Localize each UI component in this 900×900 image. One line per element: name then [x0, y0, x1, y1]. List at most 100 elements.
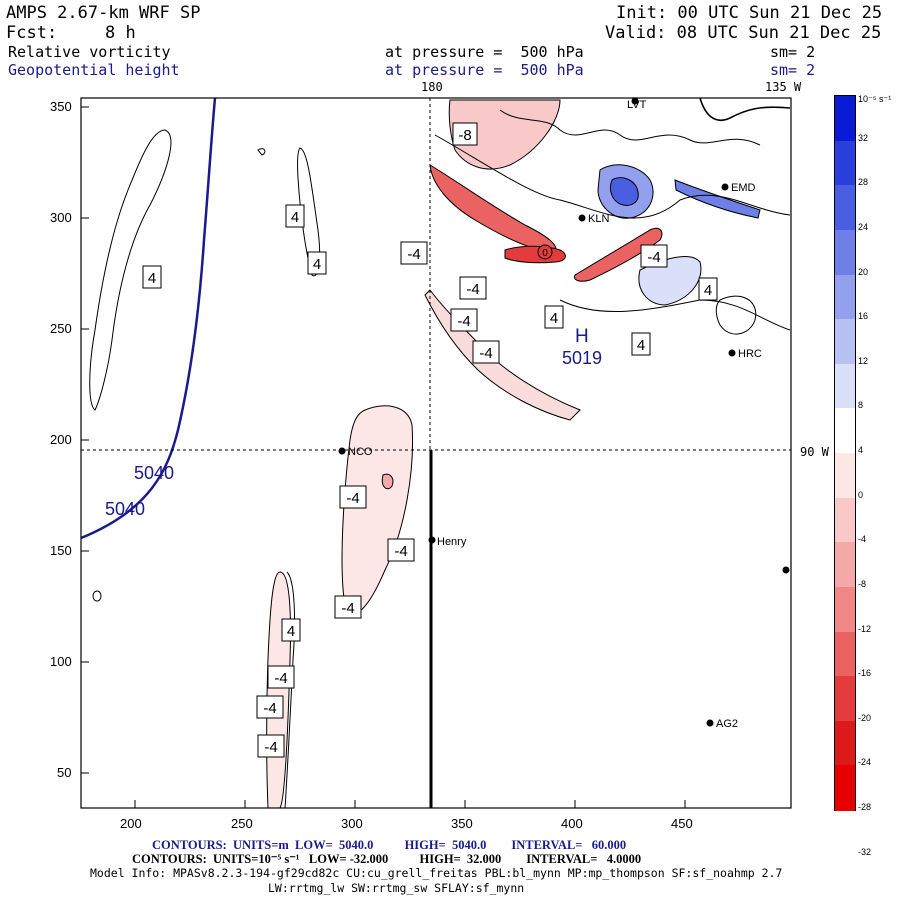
contour-label: -4 — [640, 244, 668, 268]
station-unlabeled[interactable] — [782, 566, 790, 574]
contour-label: -4 — [400, 241, 428, 265]
svg-text:4: 4 — [550, 310, 558, 327]
axis-ticks — [81, 106, 686, 808]
high-value: 5019 — [562, 348, 602, 368]
svg-text:Henry: Henry — [437, 536, 467, 548]
contour-label: 4 — [698, 277, 718, 301]
svg-text:-4: -4 — [346, 490, 359, 507]
contour-label: 4 — [631, 332, 651, 356]
colorbar-tick-label: 24 — [858, 221, 869, 232]
colorbar-tick-label: 8 — [858, 400, 864, 411]
y-tick-label: 350 — [50, 99, 72, 114]
field1-name: Relative vorticity — [8, 43, 171, 61]
vorticity-dot — [381, 473, 394, 490]
contour-label: -4 — [256, 695, 284, 719]
svg-text:4: 4 — [637, 337, 645, 354]
station-hrc[interactable]: HRC — [728, 348, 762, 360]
y-tick-label: 50 — [57, 765, 72, 780]
meridian-label-135w: 135 W — [765, 80, 802, 94]
y-tick-label: 150 — [50, 543, 72, 558]
svg-text:4: 4 — [291, 209, 299, 226]
height-label: 5040 — [105, 499, 145, 519]
colorbar-tick-label: -32 — [858, 846, 872, 857]
contour-label: -4 — [472, 340, 500, 364]
station-ag2[interactable]: AG2 — [706, 718, 739, 730]
x-tick-label: 250 — [231, 816, 253, 831]
field2-level: at pressure = 500 hPa — [385, 61, 584, 79]
y-tick-label: 200 — [50, 432, 72, 447]
forecast-hours: 8 h — [105, 23, 136, 43]
colorbar-unit: 10⁻⁵ s⁻¹ — [858, 94, 892, 104]
colorbar-tick-label: -20 — [858, 712, 872, 723]
svg-text:4: 4 — [148, 270, 156, 287]
contour-label: -4 — [459, 276, 487, 300]
svg-text:-4: -4 — [341, 600, 354, 617]
colorbar-tick-label: 12 — [858, 355, 869, 366]
svg-text:4: 4 — [287, 623, 295, 640]
init-time: Init: 00 UTC Sun 21 Dec 25 — [616, 3, 883, 23]
valid-time: Valid: 08 UTC Sun 21 Dec 25 — [605, 23, 882, 43]
footer-model-info: Model Info: MPASv8.2.3-194-gf29cd82c CU:… — [90, 866, 783, 880]
svg-text:-4: -4 — [647, 249, 660, 266]
colorbar-segment — [835, 720, 855, 766]
field1-level: at pressure = 500 hPa — [385, 43, 584, 61]
svg-text:-4: -4 — [263, 700, 276, 717]
station-henry[interactable]: Henry — [428, 536, 467, 548]
contour-label: -8 — [452, 122, 478, 146]
station-kln[interactable]: KLN — [578, 213, 610, 225]
vorticity-streak-left — [429, 164, 557, 253]
colorbar-segment — [835, 408, 855, 454]
svg-text:-4: -4 — [457, 313, 470, 330]
station-lvt[interactable]: LVT — [627, 97, 647, 112]
svg-text:AG2: AG2 — [716, 718, 738, 730]
vorticity-streak-center — [504, 245, 566, 264]
colorbar-tick-label: 0 — [858, 489, 864, 500]
field2-smoothing: sm= 2 — [770, 61, 816, 79]
svg-text:0: 0 — [542, 248, 548, 259]
vorticity-streak-northeast — [674, 179, 761, 219]
colorbar-segment — [835, 676, 855, 722]
contour-tiny-circle — [92, 590, 102, 602]
svg-text:-4: -4 — [479, 345, 492, 362]
colorbar-segment — [835, 229, 855, 275]
circle-label: 0 — [537, 244, 553, 260]
contour-label: 4 — [285, 204, 305, 228]
x-tick-label: 400 — [561, 816, 583, 831]
field1-smoothing: sm= 2 — [770, 43, 816, 61]
colorbar-segment — [835, 274, 855, 320]
colorbar-tick-label: -12 — [858, 623, 872, 634]
contour-label: -4 — [387, 538, 415, 562]
y-tick-label: 300 — [50, 210, 72, 225]
field2-name: Geopotential height — [8, 61, 180, 79]
colorbar-segment — [835, 586, 855, 632]
colorbar-segment — [835, 363, 855, 409]
y-tick-label: 250 — [50, 321, 72, 336]
plot-frame — [80, 97, 792, 809]
height-label: 5040 — [134, 463, 174, 483]
svg-text:4: 4 — [313, 256, 321, 273]
x-tick-label: 300 — [341, 816, 363, 831]
svg-text:KLN: KLN — [588, 213, 609, 225]
colorbar-tick-label: 4 — [858, 445, 864, 455]
meridian-label-180: 180 — [421, 80, 443, 94]
colorbar-tick-label: 32 — [858, 132, 869, 143]
svg-text:HRC: HRC — [738, 348, 762, 360]
svg-text:LVT: LVT — [627, 99, 647, 111]
contour-labels: -8 4 4 4 -4 -4 -4 -4 4 -4 4 4 -4 -4 -4 4… — [142, 122, 718, 758]
colorbar-tick-label: -16 — [858, 668, 872, 679]
contour-label: 4 — [307, 251, 327, 275]
colorbar-segment — [835, 96, 855, 142]
svg-text:4: 4 — [704, 282, 712, 299]
colorbar-segment — [835, 497, 855, 543]
footer-vorticity-contours: CONTOURS: UNITS=10⁻⁵ s⁻¹ LOW= -32.000 HI… — [132, 852, 642, 866]
coastline — [699, 98, 791, 122]
colorbar-segment — [835, 765, 855, 811]
station-emd[interactable]: EMD — [721, 182, 756, 194]
colorbar-tick-label: -4 — [858, 534, 867, 545]
contour-label: -4 — [257, 734, 285, 758]
station-nco[interactable]: NCO — [338, 446, 373, 458]
contour-label: 4 — [142, 265, 162, 289]
contour-label: -4 — [339, 485, 367, 509]
height-contour-5040 — [81, 98, 217, 540]
